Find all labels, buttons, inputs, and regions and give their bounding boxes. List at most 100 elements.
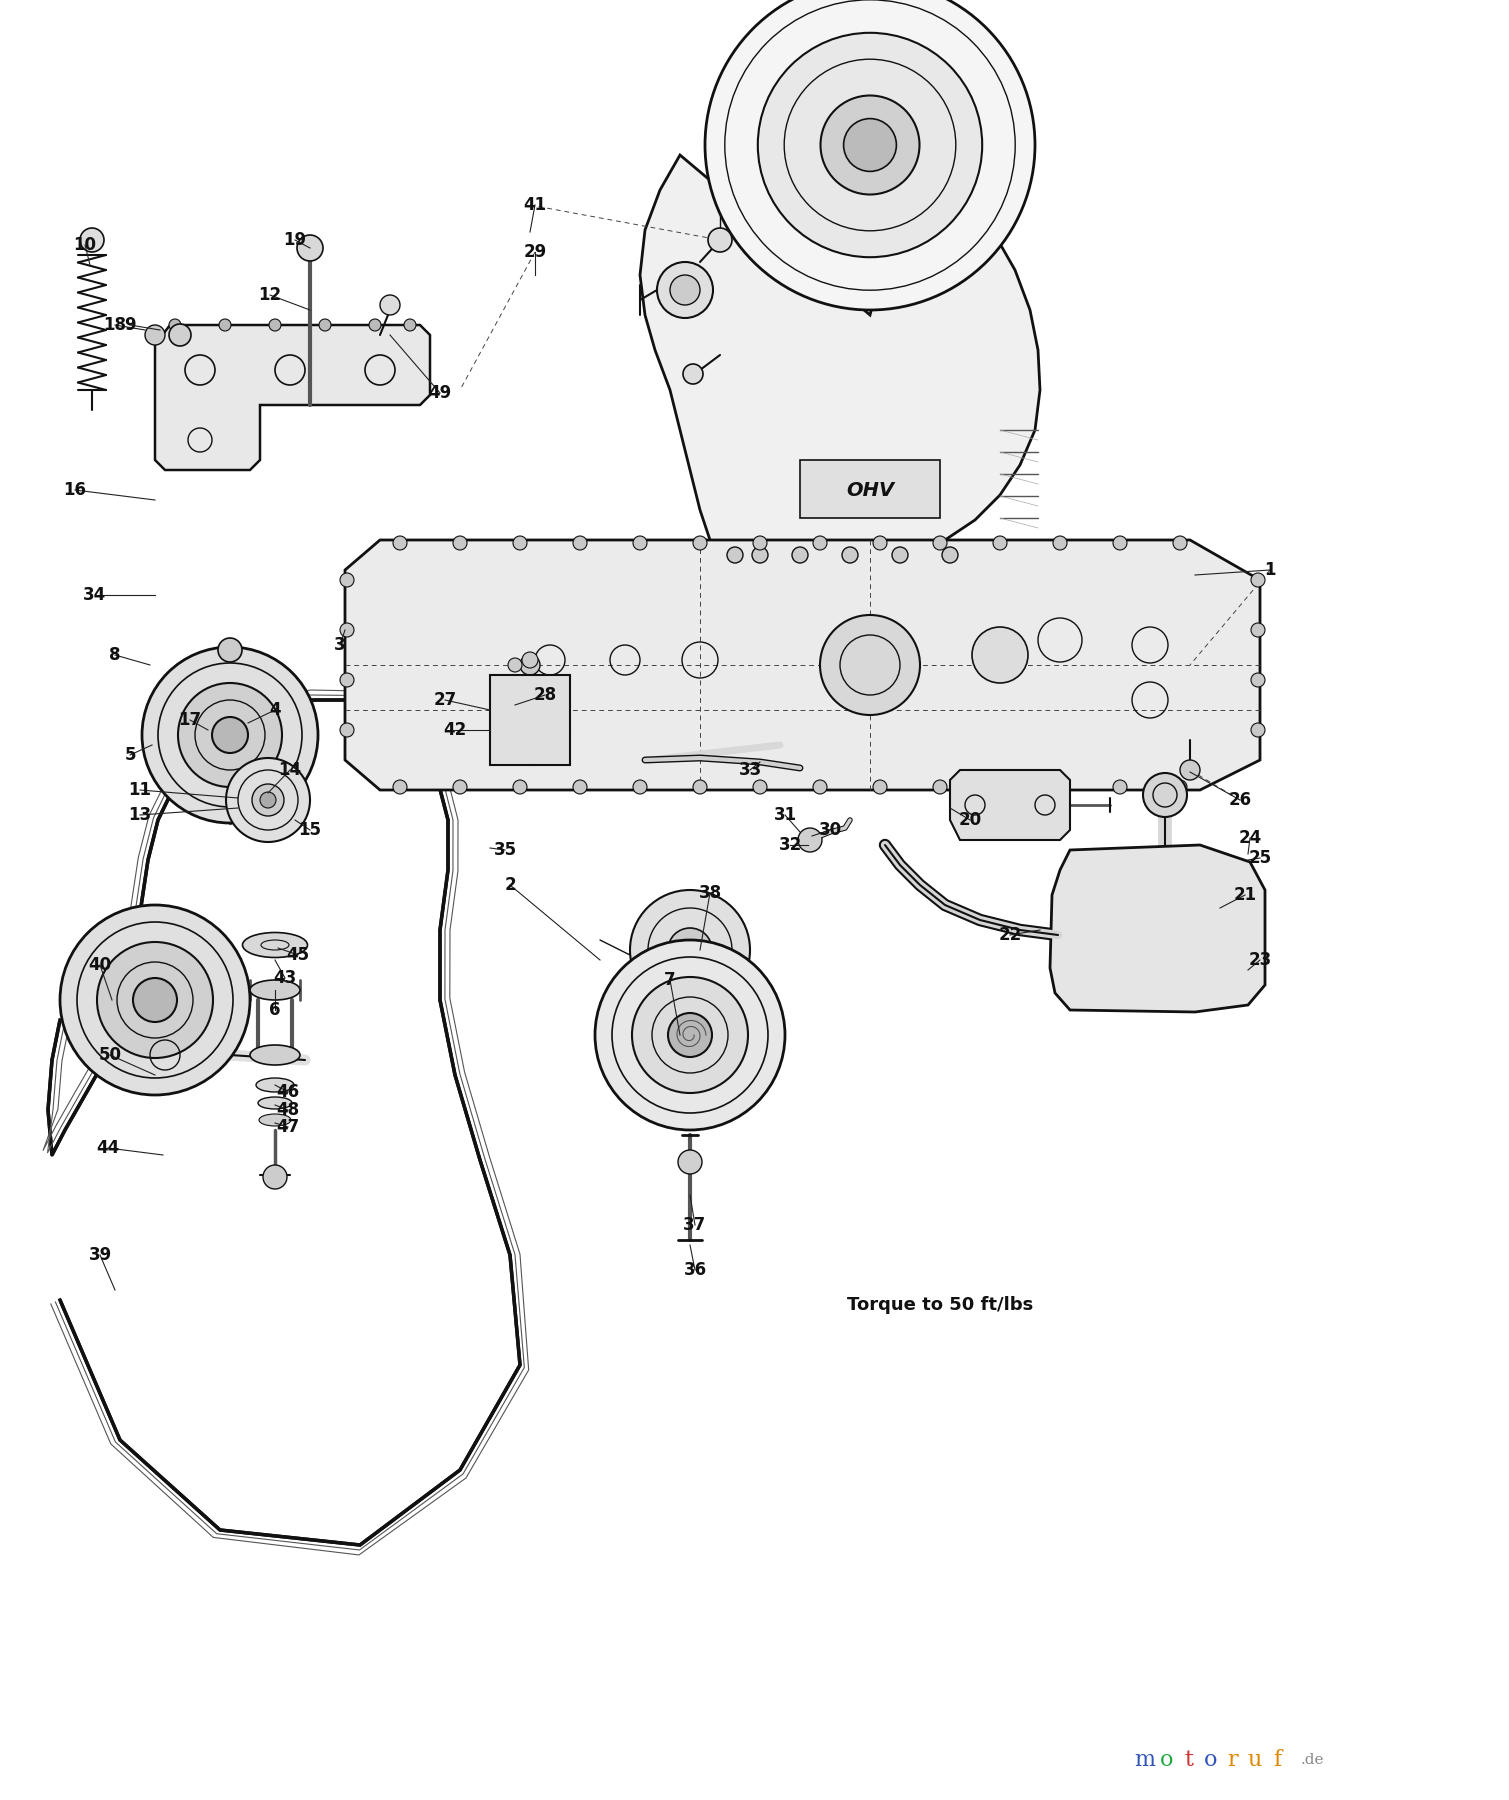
Ellipse shape bbox=[250, 979, 300, 1001]
Text: 32: 32 bbox=[779, 835, 801, 853]
Circle shape bbox=[573, 536, 587, 551]
Circle shape bbox=[178, 682, 282, 787]
Ellipse shape bbox=[258, 1096, 293, 1109]
Text: o: o bbox=[1204, 1750, 1218, 1771]
Text: 17: 17 bbox=[178, 711, 202, 729]
Circle shape bbox=[632, 779, 647, 794]
Text: t: t bbox=[1185, 1750, 1194, 1771]
Circle shape bbox=[632, 536, 647, 551]
Circle shape bbox=[392, 536, 407, 551]
Circle shape bbox=[1180, 760, 1200, 779]
Text: 27: 27 bbox=[433, 691, 457, 709]
Circle shape bbox=[392, 779, 407, 794]
Circle shape bbox=[668, 1013, 712, 1057]
Circle shape bbox=[453, 536, 466, 551]
Polygon shape bbox=[346, 540, 1260, 790]
Circle shape bbox=[1251, 724, 1265, 736]
Text: 8: 8 bbox=[109, 646, 121, 664]
Text: 48: 48 bbox=[276, 1102, 300, 1120]
Circle shape bbox=[1053, 779, 1067, 794]
Text: 13: 13 bbox=[128, 806, 151, 824]
Circle shape bbox=[632, 977, 748, 1093]
Circle shape bbox=[60, 905, 250, 1094]
Circle shape bbox=[798, 828, 822, 851]
Circle shape bbox=[370, 319, 380, 331]
Circle shape bbox=[1114, 779, 1127, 794]
Text: 18: 18 bbox=[104, 317, 127, 335]
Circle shape bbox=[97, 941, 213, 1058]
Text: 47: 47 bbox=[276, 1118, 300, 1136]
Circle shape bbox=[813, 536, 827, 551]
Circle shape bbox=[753, 536, 767, 551]
Circle shape bbox=[1142, 772, 1188, 817]
Text: 6: 6 bbox=[269, 1001, 281, 1019]
Ellipse shape bbox=[243, 932, 308, 958]
Text: 30: 30 bbox=[818, 821, 842, 839]
Text: 19: 19 bbox=[284, 230, 306, 248]
Circle shape bbox=[1172, 536, 1188, 551]
Ellipse shape bbox=[257, 1078, 294, 1093]
Text: 21: 21 bbox=[1233, 886, 1257, 904]
Circle shape bbox=[226, 758, 309, 842]
Text: 34: 34 bbox=[83, 587, 107, 605]
Circle shape bbox=[1172, 779, 1188, 794]
Circle shape bbox=[792, 547, 807, 563]
Polygon shape bbox=[1050, 844, 1265, 1012]
Circle shape bbox=[169, 319, 181, 331]
Text: 26: 26 bbox=[1228, 790, 1251, 808]
Circle shape bbox=[1114, 536, 1127, 551]
Circle shape bbox=[1251, 673, 1265, 688]
Text: m: m bbox=[1135, 1750, 1156, 1771]
Text: 1: 1 bbox=[1265, 562, 1275, 580]
Text: 49: 49 bbox=[429, 383, 451, 401]
Text: 7: 7 bbox=[664, 970, 676, 988]
Text: 28: 28 bbox=[534, 686, 557, 704]
Circle shape bbox=[819, 616, 920, 715]
Circle shape bbox=[933, 779, 948, 794]
Circle shape bbox=[340, 673, 355, 688]
Circle shape bbox=[670, 275, 700, 304]
Text: 38: 38 bbox=[699, 884, 721, 902]
Circle shape bbox=[595, 940, 785, 1130]
Text: 2: 2 bbox=[504, 877, 516, 895]
Circle shape bbox=[668, 929, 712, 972]
Circle shape bbox=[842, 547, 859, 563]
Text: 25: 25 bbox=[1248, 850, 1272, 868]
Circle shape bbox=[513, 536, 527, 551]
Text: 45: 45 bbox=[287, 947, 309, 965]
Circle shape bbox=[169, 324, 192, 346]
Text: 44: 44 bbox=[97, 1139, 119, 1157]
Text: 22: 22 bbox=[999, 925, 1022, 943]
Text: f: f bbox=[1274, 1750, 1281, 1771]
Circle shape bbox=[211, 716, 247, 752]
Text: 16: 16 bbox=[63, 481, 86, 499]
Text: 41: 41 bbox=[524, 196, 546, 214]
Text: 10: 10 bbox=[74, 236, 97, 254]
Text: 50: 50 bbox=[98, 1046, 122, 1064]
Circle shape bbox=[758, 32, 982, 257]
Circle shape bbox=[217, 637, 241, 662]
Circle shape bbox=[693, 536, 708, 551]
Circle shape bbox=[340, 623, 355, 637]
Circle shape bbox=[678, 1150, 702, 1174]
Text: 3: 3 bbox=[333, 635, 346, 653]
Circle shape bbox=[521, 655, 540, 675]
Circle shape bbox=[340, 724, 355, 736]
Ellipse shape bbox=[260, 1114, 291, 1127]
Text: 33: 33 bbox=[738, 761, 762, 779]
Text: 14: 14 bbox=[279, 761, 302, 779]
Circle shape bbox=[219, 319, 231, 331]
Circle shape bbox=[684, 364, 703, 383]
Circle shape bbox=[142, 646, 318, 823]
Circle shape bbox=[404, 319, 416, 331]
Polygon shape bbox=[640, 155, 1040, 571]
Circle shape bbox=[513, 779, 527, 794]
Text: o: o bbox=[1160, 1750, 1174, 1771]
Text: 9: 9 bbox=[124, 317, 136, 335]
Circle shape bbox=[705, 0, 1035, 310]
Text: 43: 43 bbox=[273, 968, 297, 986]
Text: 37: 37 bbox=[684, 1217, 706, 1235]
Circle shape bbox=[629, 889, 750, 1010]
Circle shape bbox=[1053, 536, 1067, 551]
Circle shape bbox=[340, 572, 355, 587]
